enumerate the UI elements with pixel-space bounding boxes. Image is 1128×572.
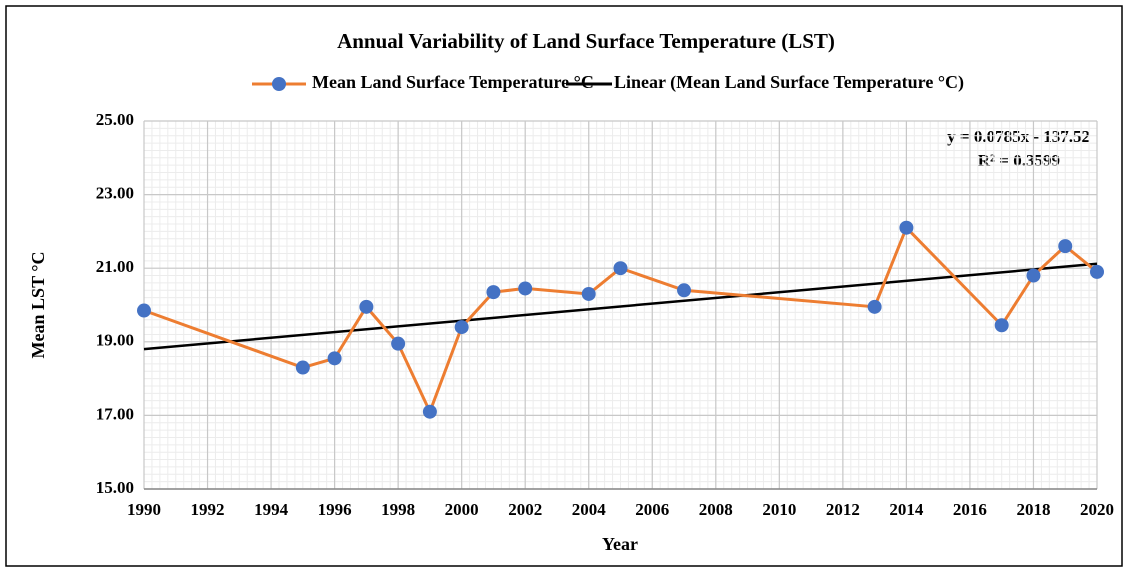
- data-point: [391, 336, 406, 351]
- y-tick-label: 23.00: [96, 184, 134, 203]
- legend-label: Linear (Mean Land Surface Temperature °C…: [614, 72, 964, 93]
- data-point: [899, 220, 914, 235]
- data-point: [486, 285, 501, 300]
- x-tick-label: 1990: [127, 500, 161, 519]
- y-tick-label: 17.00: [96, 404, 134, 423]
- data-point: [1090, 264, 1104, 279]
- y-tick-label: 19.00: [96, 331, 134, 350]
- x-tick-label: 1992: [191, 500, 225, 519]
- data-point: [677, 283, 692, 298]
- y-tick-label: 25.00: [96, 110, 134, 129]
- x-tick-label: 2006: [635, 500, 669, 519]
- data-point: [994, 318, 1009, 333]
- x-tick-label: 2016: [953, 500, 987, 519]
- data-point: [327, 351, 342, 366]
- y-tick-label: 15.00: [96, 478, 134, 497]
- x-tick-label: 2004: [572, 500, 607, 519]
- x-tick-label: 2002: [508, 500, 542, 519]
- x-axis-label: Year: [602, 534, 638, 554]
- r-squared: R² = 0.3599: [978, 151, 1060, 170]
- data-point: [867, 299, 882, 314]
- data-point: [295, 360, 310, 375]
- data-point: [454, 320, 469, 335]
- x-tick-label: 2014: [889, 500, 924, 519]
- data-point: [581, 286, 596, 301]
- legend: Mean Land Surface Temperature °C Linear (…: [252, 72, 964, 93]
- legend-label: Mean Land Surface Temperature °C: [312, 72, 594, 92]
- x-tick-label: 2008: [699, 500, 733, 519]
- legend-marker: [272, 77, 286, 91]
- data-point: [422, 404, 437, 419]
- trend-equation: y = 0.0785x - 137.52: [947, 127, 1090, 146]
- x-tick-label: 2020: [1080, 500, 1114, 519]
- data-point: [518, 281, 533, 296]
- x-tick-label: 2018: [1016, 500, 1050, 519]
- trend-line: [143, 262, 1098, 351]
- x-tick-label: 1998: [381, 500, 415, 519]
- data-point: [1026, 268, 1041, 283]
- x-tick-label: 2012: [826, 500, 860, 519]
- chart-title: Annual Variability of Land Surface Tempe…: [337, 29, 835, 53]
- x-tick-label: 1996: [318, 500, 352, 519]
- y-tick-label: 21.00: [96, 257, 134, 276]
- x-tick-label: 2010: [762, 500, 796, 519]
- data-point: [359, 299, 374, 314]
- x-tick-label: 1994: [254, 500, 289, 519]
- data-point: [1058, 239, 1073, 254]
- y-axis-label: Mean LST °C: [28, 252, 48, 359]
- x-tick-label: 2000: [445, 500, 479, 519]
- data-line: [143, 225, 1098, 416]
- data-point: [137, 303, 151, 318]
- data-point: [613, 261, 628, 276]
